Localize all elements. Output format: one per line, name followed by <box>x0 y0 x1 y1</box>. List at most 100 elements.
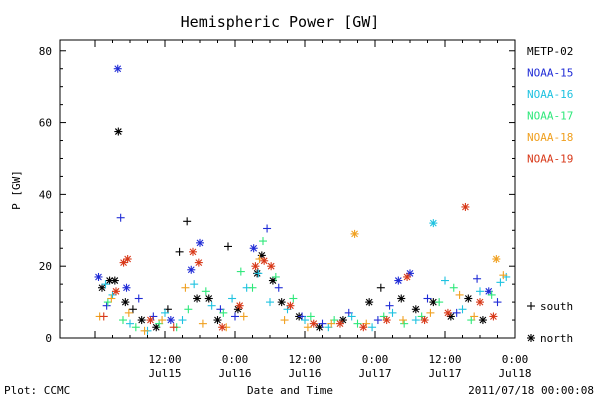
legend-entry-noaa-18: NOAA-18 <box>527 131 573 144</box>
data-point-noaa-16-south <box>368 323 377 332</box>
data-point-noaa-15-north <box>113 64 122 73</box>
data-point-noaa-17-south <box>487 290 496 299</box>
data-point-noaa-17-south <box>449 283 458 292</box>
data-point-noaa-16-south <box>108 290 117 299</box>
legend-entry-noaa-15: NOAA-15 <box>527 67 573 80</box>
data-point-noaa-19-north <box>194 258 203 267</box>
data-point-noaa-19-north <box>235 301 244 310</box>
data-point-noaa-19-north <box>443 308 452 317</box>
data-point-noaa-17-south <box>435 298 444 307</box>
data-point-noaa-18-south <box>239 312 248 321</box>
data-point-noaa-17-south <box>289 294 298 303</box>
data-point-noaa-19-north <box>359 323 368 332</box>
data-point-noaa-15-north <box>249 244 258 253</box>
data-point-noaa-19-north <box>189 247 197 256</box>
data-point-noaa-19-north <box>336 319 344 328</box>
data-point-noaa-17-south <box>400 319 409 328</box>
data-point-noaa-15-south <box>116 213 125 222</box>
data-point-metp-02-north <box>315 323 324 332</box>
data-point-noaa-18-south <box>181 283 190 292</box>
data-point-noaa-18-south <box>198 319 207 328</box>
x-tick-date-label: Jul15 <box>148 367 181 380</box>
data-point-noaa-18-north <box>350 229 359 238</box>
data-point-noaa-16-south <box>161 308 169 317</box>
y-tick-label: 0 <box>45 332 52 345</box>
data-point-noaa-15-south <box>452 308 461 317</box>
x-tick-date-label: Jul16 <box>288 367 321 380</box>
data-point-noaa-19-north <box>403 272 412 281</box>
data-point-noaa-16-south <box>441 276 449 285</box>
data-point-noaa-16-south <box>190 280 199 289</box>
data-point-noaa-17-south <box>259 237 267 246</box>
data-point-noaa-18-south <box>107 294 116 303</box>
data-point-noaa-19-north <box>123 255 132 264</box>
data-point-noaa-15-north <box>166 316 175 325</box>
data-point-noaa-17-south <box>306 312 315 321</box>
data-point-metp-02-south <box>183 217 192 226</box>
data-point-noaa-15-south <box>373 316 382 325</box>
data-point-metp-02-north <box>137 316 146 325</box>
data-point-noaa-19-north <box>382 316 391 325</box>
data-point-noaa-17-south <box>184 305 193 314</box>
data-point-noaa-17-south <box>219 308 228 317</box>
data-point-noaa-16-south <box>228 294 237 303</box>
data-point-metp-02-north <box>397 294 406 303</box>
legend-entry-noaa-17: NOAA-17 <box>527 110 573 123</box>
data-point-noaa-16-south <box>411 316 420 325</box>
data-point-noaa-16-south <box>126 319 134 328</box>
data-point-noaa-16-south <box>207 301 216 310</box>
data-point-noaa-18-south <box>499 271 508 280</box>
data-point-noaa-19-north <box>218 323 227 332</box>
footer-timestamp: 2011/07/18 00:00:08 <box>468 384 594 397</box>
data-point-metp-02-north <box>464 294 473 303</box>
data-point-metp-02-north <box>277 298 286 307</box>
x-tick-time-label: 0:00 <box>362 353 389 366</box>
data-point-noaa-19-north <box>286 301 295 310</box>
data-point-metp-02-south <box>376 283 385 292</box>
x-tick-date-label: Jul17 <box>428 367 461 380</box>
data-point-metp-02-north <box>98 283 106 292</box>
data-point-noaa-19-north <box>420 316 429 325</box>
data-point-metp-02-south <box>224 242 232 251</box>
data-point-noaa-15-south <box>473 274 482 283</box>
data-point-noaa-19-north <box>267 262 276 271</box>
data-point-noaa-15-south <box>493 298 502 307</box>
data-point-metp-02-north <box>478 316 487 325</box>
chart-title: Hemispheric Power [GW] <box>181 13 380 31</box>
data-point-metp-02-south <box>128 305 137 314</box>
y-tick-label: 40 <box>39 188 52 201</box>
data-point-noaa-16-south <box>476 287 484 296</box>
legend-marker-north <box>527 334 535 342</box>
x-tick-date-label: Jul18 <box>498 367 531 380</box>
data-point-noaa-15-north <box>394 276 403 285</box>
data-point-noaa-18-south <box>140 326 149 335</box>
data-point-noaa-19-south <box>169 323 178 332</box>
data-point-noaa-19-north <box>489 312 498 321</box>
data-point-noaa-15-south <box>263 224 272 233</box>
legend-marker-south <box>527 302 535 310</box>
data-point-noaa-15-north <box>122 283 131 292</box>
footer-plot-credit: Plot: CCMC <box>4 384 70 397</box>
data-point-metp-02-south <box>175 247 184 256</box>
data-point-noaa-16-south <box>301 316 309 325</box>
data-point-noaa-19-north <box>476 298 484 307</box>
data-point-noaa-18-south <box>158 316 167 325</box>
x-tick-date-label: Jul17 <box>358 367 391 380</box>
data-point-metp-02-north <box>110 276 119 285</box>
data-point-noaa-17-south <box>271 272 280 281</box>
data-point-noaa-16-south <box>266 298 274 307</box>
data-point-noaa-15-south <box>274 283 283 292</box>
data-point-noaa-18-north <box>492 255 501 264</box>
y-tick-label: 60 <box>39 117 52 130</box>
data-point-noaa-19-north <box>461 202 470 211</box>
data-point-noaa-19-north <box>309 319 318 328</box>
data-point-noaa-15-south <box>102 301 111 310</box>
legend-entry-noaa-16: NOAA-16 <box>527 88 573 101</box>
x-tick-time-label: 12:00 <box>148 353 181 366</box>
data-point-noaa-16-south <box>496 278 505 287</box>
data-point-noaa-18-south <box>470 312 479 321</box>
data-point-metp-02-north <box>411 305 420 314</box>
data-point-noaa-15-south <box>423 294 432 303</box>
data-point-noaa-16-south <box>458 305 467 314</box>
